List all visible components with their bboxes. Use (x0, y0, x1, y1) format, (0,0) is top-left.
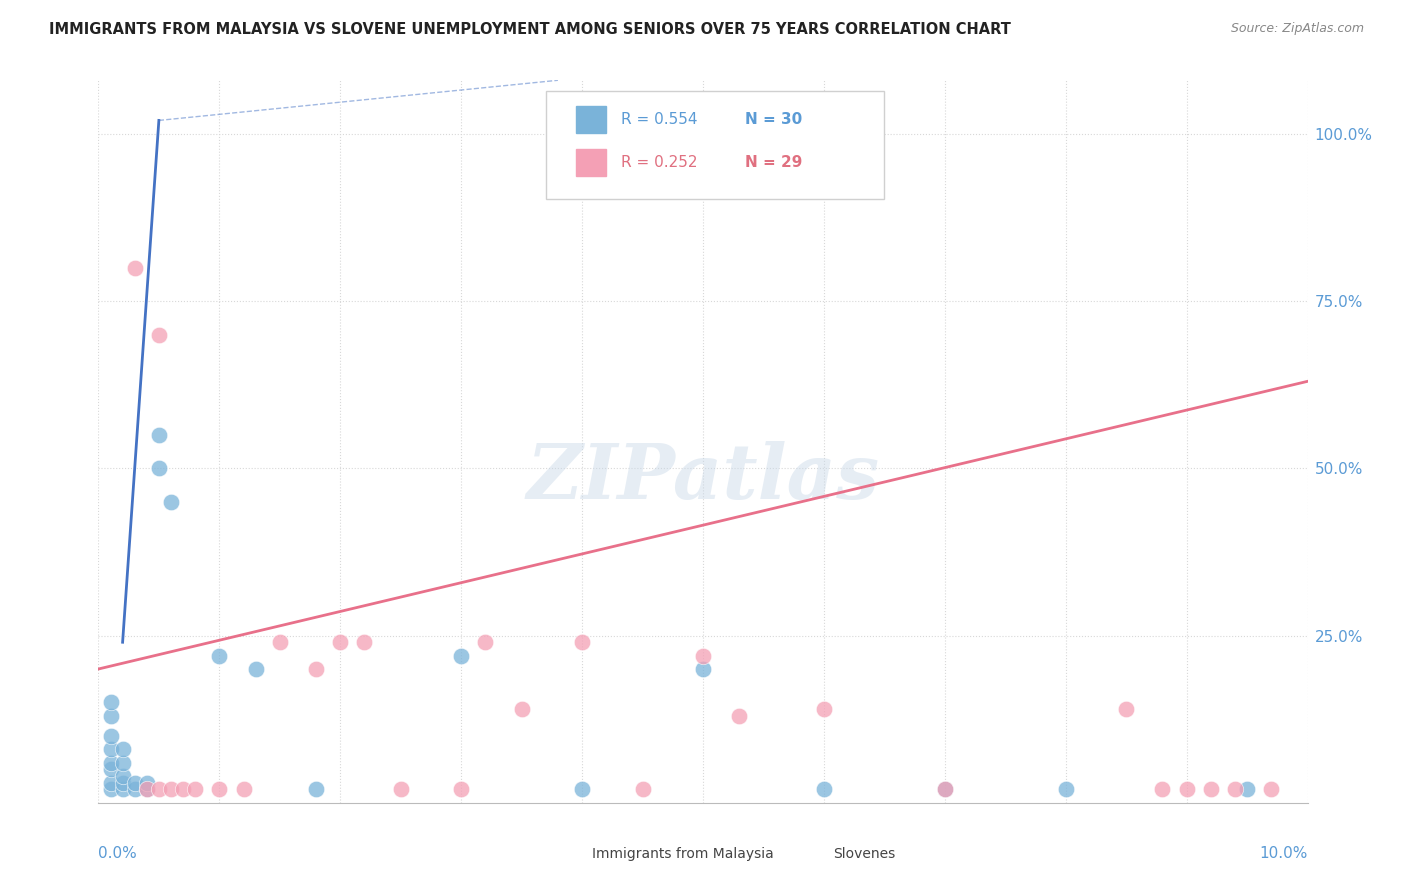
Point (1115, 702, 1137, 716)
Text: ZIPatlas: ZIPatlas (526, 441, 880, 515)
Point (111, 756, 134, 770)
Point (111, 782, 134, 797)
Point (305, 782, 328, 797)
Point (728, 708, 751, 723)
Text: Immigrants from Malaysia: Immigrants from Malaysia (592, 847, 773, 861)
Point (353, 635, 375, 649)
Point (571, 782, 593, 797)
Point (172, 782, 194, 797)
Point (631, 782, 654, 797)
Point (1223, 782, 1246, 797)
Point (1260, 782, 1282, 797)
Point (510, 702, 533, 716)
Point (111, 769, 134, 783)
Point (100, 742, 122, 756)
FancyBboxPatch shape (546, 91, 884, 200)
Point (100, 729, 122, 743)
Point (135, 776, 157, 790)
Point (135, 782, 157, 797)
Point (100, 762, 122, 776)
Text: R = 0.252: R = 0.252 (621, 155, 697, 170)
Point (111, 776, 134, 790)
Point (1152, 782, 1174, 797)
Text: R = 0.554: R = 0.554 (621, 112, 697, 127)
Point (450, 648, 472, 663)
Point (124, 782, 146, 797)
Point (1054, 782, 1077, 797)
Point (160, 494, 183, 508)
Point (124, 260, 146, 275)
Point (245, 662, 267, 676)
Point (208, 648, 231, 663)
Bar (800, 842, 821, 861)
Text: N = 30: N = 30 (745, 112, 803, 127)
Text: IMMIGRANTS FROM MALAYSIA VS SLOVENE UNEMPLOYMENT AMONG SENIORS OVER 75 YEARS COR: IMMIGRANTS FROM MALAYSIA VS SLOVENE UNEM… (49, 22, 1011, 37)
Point (184, 782, 207, 797)
Point (934, 782, 956, 797)
Point (148, 427, 170, 442)
Point (100, 756, 122, 770)
Bar (576, 105, 606, 133)
Point (148, 327, 170, 342)
Point (269, 635, 291, 649)
Bar (576, 149, 606, 177)
Point (474, 635, 496, 649)
Point (934, 782, 956, 797)
Point (148, 782, 170, 797)
Point (305, 662, 328, 676)
Point (160, 782, 183, 797)
Text: Source: ZipAtlas.com: Source: ZipAtlas.com (1230, 22, 1364, 36)
Point (148, 461, 170, 475)
Point (1175, 782, 1198, 797)
Point (1236, 782, 1258, 797)
Text: N = 29: N = 29 (745, 155, 803, 170)
Bar (558, 842, 579, 861)
Point (100, 782, 122, 797)
Point (813, 702, 835, 716)
Point (450, 782, 472, 797)
Point (208, 782, 231, 797)
Point (813, 782, 835, 797)
Text: 0.0%: 0.0% (98, 847, 138, 861)
Point (692, 648, 714, 663)
Point (100, 776, 122, 790)
Point (100, 696, 122, 710)
Point (692, 662, 714, 676)
Point (100, 708, 122, 723)
Point (124, 776, 146, 790)
Point (389, 782, 412, 797)
Text: 10.0%: 10.0% (1260, 847, 1308, 861)
Point (232, 782, 254, 797)
Point (135, 782, 157, 797)
Point (111, 742, 134, 756)
Point (1199, 782, 1222, 797)
Point (571, 635, 593, 649)
Point (329, 635, 352, 649)
Text: Slovenes: Slovenes (834, 847, 896, 861)
